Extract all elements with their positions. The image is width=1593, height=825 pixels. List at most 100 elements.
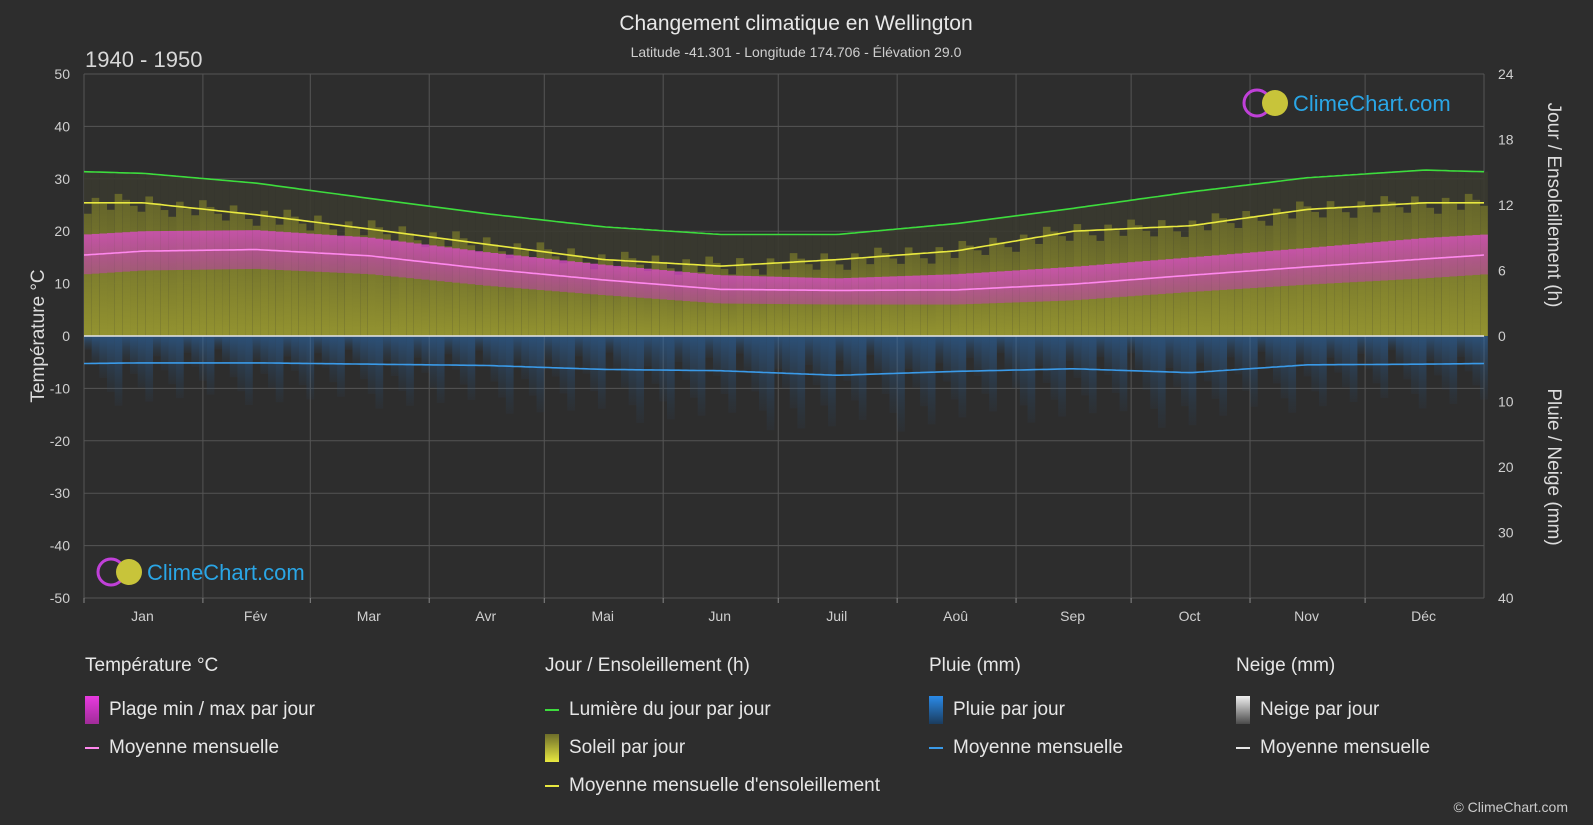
sunshine-bar (283, 209, 292, 336)
rain-bar (1426, 336, 1435, 361)
sunshine-mean-swatch (545, 785, 559, 787)
legend-temperature-title: Température °C (85, 655, 219, 676)
temp-range-bar (843, 278, 852, 305)
rain-bar (789, 336, 798, 409)
daylight-line (83, 169, 1485, 236)
sunshine-bar (559, 263, 568, 336)
rain-bar (1012, 336, 1020, 389)
x-tick-label: Oct (1179, 608, 1201, 624)
temperature-mean-line (83, 248, 1485, 292)
rain-bar (1219, 336, 1228, 416)
snow-mean-swatch (1236, 747, 1250, 749)
temp-range-bar (835, 278, 844, 305)
rain-bar (168, 336, 177, 385)
legend-snow-title: Neige (mm) (1236, 655, 1336, 676)
rain-bar (1434, 336, 1442, 376)
sunshine-bar (505, 258, 514, 336)
rain-bar (1242, 336, 1251, 391)
sunshine-bar (168, 216, 177, 336)
rain-bar (528, 336, 537, 396)
x-tick-label: Déc (1411, 608, 1436, 624)
sunshine-bar (160, 210, 169, 336)
sunshine-bar (482, 237, 491, 336)
rain-bar (544, 336, 552, 360)
temp-range-swatch (85, 696, 99, 724)
legend-rain-title: Pluie (mm) (929, 655, 1021, 676)
rain-bar (160, 336, 169, 371)
copyright: © ClimeChart.com (1453, 799, 1568, 815)
rain-bar (1265, 336, 1274, 368)
sunshine-swatch (545, 734, 559, 762)
x-tick-label: Sep (1060, 608, 1085, 624)
rain-bar (636, 336, 644, 423)
rain-bar (505, 336, 514, 414)
sunshine-bar (107, 209, 115, 336)
sunshine-bar (521, 250, 529, 336)
rain-bar (1334, 336, 1343, 373)
rain-bar (1134, 336, 1143, 372)
sunshine-bar (191, 215, 200, 336)
rain-bar (1211, 336, 1220, 399)
sunshine-bar (137, 211, 146, 336)
rain-bar (858, 336, 867, 420)
rain-bar (1296, 336, 1304, 363)
sunshine-bar (728, 274, 737, 336)
temp-range-bar (812, 277, 821, 305)
legend-label: Pluie par jour (953, 699, 1065, 720)
rain-bar (1042, 336, 1051, 383)
legend-item-daylight: Lumière du jour par jour (545, 691, 880, 729)
sunshine-bar (513, 243, 522, 336)
rain-bar (482, 336, 491, 366)
y-right-top-tick-label: 24 (1498, 66, 1514, 82)
period-label: 1940 - 1950 (85, 47, 202, 72)
sunshine-bar (544, 249, 552, 336)
sunshine-bar (383, 234, 391, 336)
sunshine-bar (498, 251, 506, 336)
rain-bar (137, 336, 146, 388)
sunshine-bar (759, 274, 767, 336)
legend-item-temp-range: Plage min / max par jour (85, 691, 315, 729)
temp-range-bar (828, 278, 836, 305)
rain-bar (283, 336, 292, 357)
rain-bar (828, 336, 836, 427)
y-right-bottom-tick-label: 10 (1498, 394, 1514, 410)
rain-bar (452, 336, 460, 370)
rain-bar (1403, 336, 1412, 380)
sunshine-bar (84, 213, 92, 336)
rain-bar (1311, 336, 1320, 392)
sunshine-bar (291, 216, 299, 336)
temp-range-bar (1480, 234, 1488, 275)
rain-bar (958, 336, 967, 418)
sunshine-bar (459, 238, 468, 336)
rain-bar (1303, 336, 1312, 377)
rain-bar (1050, 336, 1059, 400)
rain-bar (1127, 336, 1135, 354)
rain-bar (613, 336, 621, 371)
rain-bar (674, 336, 683, 362)
legend-label: Moyenne mensuelle (953, 737, 1124, 758)
chart-subtitle: Latitude -41.301 - Longitude 174.706 - É… (631, 44, 962, 60)
y-left-tick-label: -10 (50, 380, 70, 396)
rain-bar (1464, 336, 1473, 372)
rain-bar (966, 336, 974, 359)
y-right-top-tick-label: 6 (1498, 263, 1506, 279)
rain-bar (1227, 336, 1235, 358)
rain-bar (751, 336, 760, 392)
legend-item-snow-mean: Moyenne mensuelle (1236, 729, 1430, 767)
rain-bar (927, 336, 936, 425)
legend-label: Plage min / max par jour (109, 699, 315, 720)
rain-bar (1357, 336, 1366, 354)
rain-bar (1196, 336, 1204, 364)
sunshine-bar (667, 268, 675, 336)
legend-label: Soleil par jour (569, 737, 686, 758)
rain-bar (774, 336, 783, 369)
x-tick-label: Fév (244, 608, 267, 624)
rain-bar (605, 336, 614, 353)
sunshine-bar (214, 213, 223, 336)
rain-bar (874, 336, 882, 375)
rain-bar (866, 336, 875, 356)
legend-item-rain-mean: Moyenne mensuelle (929, 729, 1123, 767)
sunshine-bar (344, 221, 353, 336)
sunshine-bar (306, 230, 315, 336)
